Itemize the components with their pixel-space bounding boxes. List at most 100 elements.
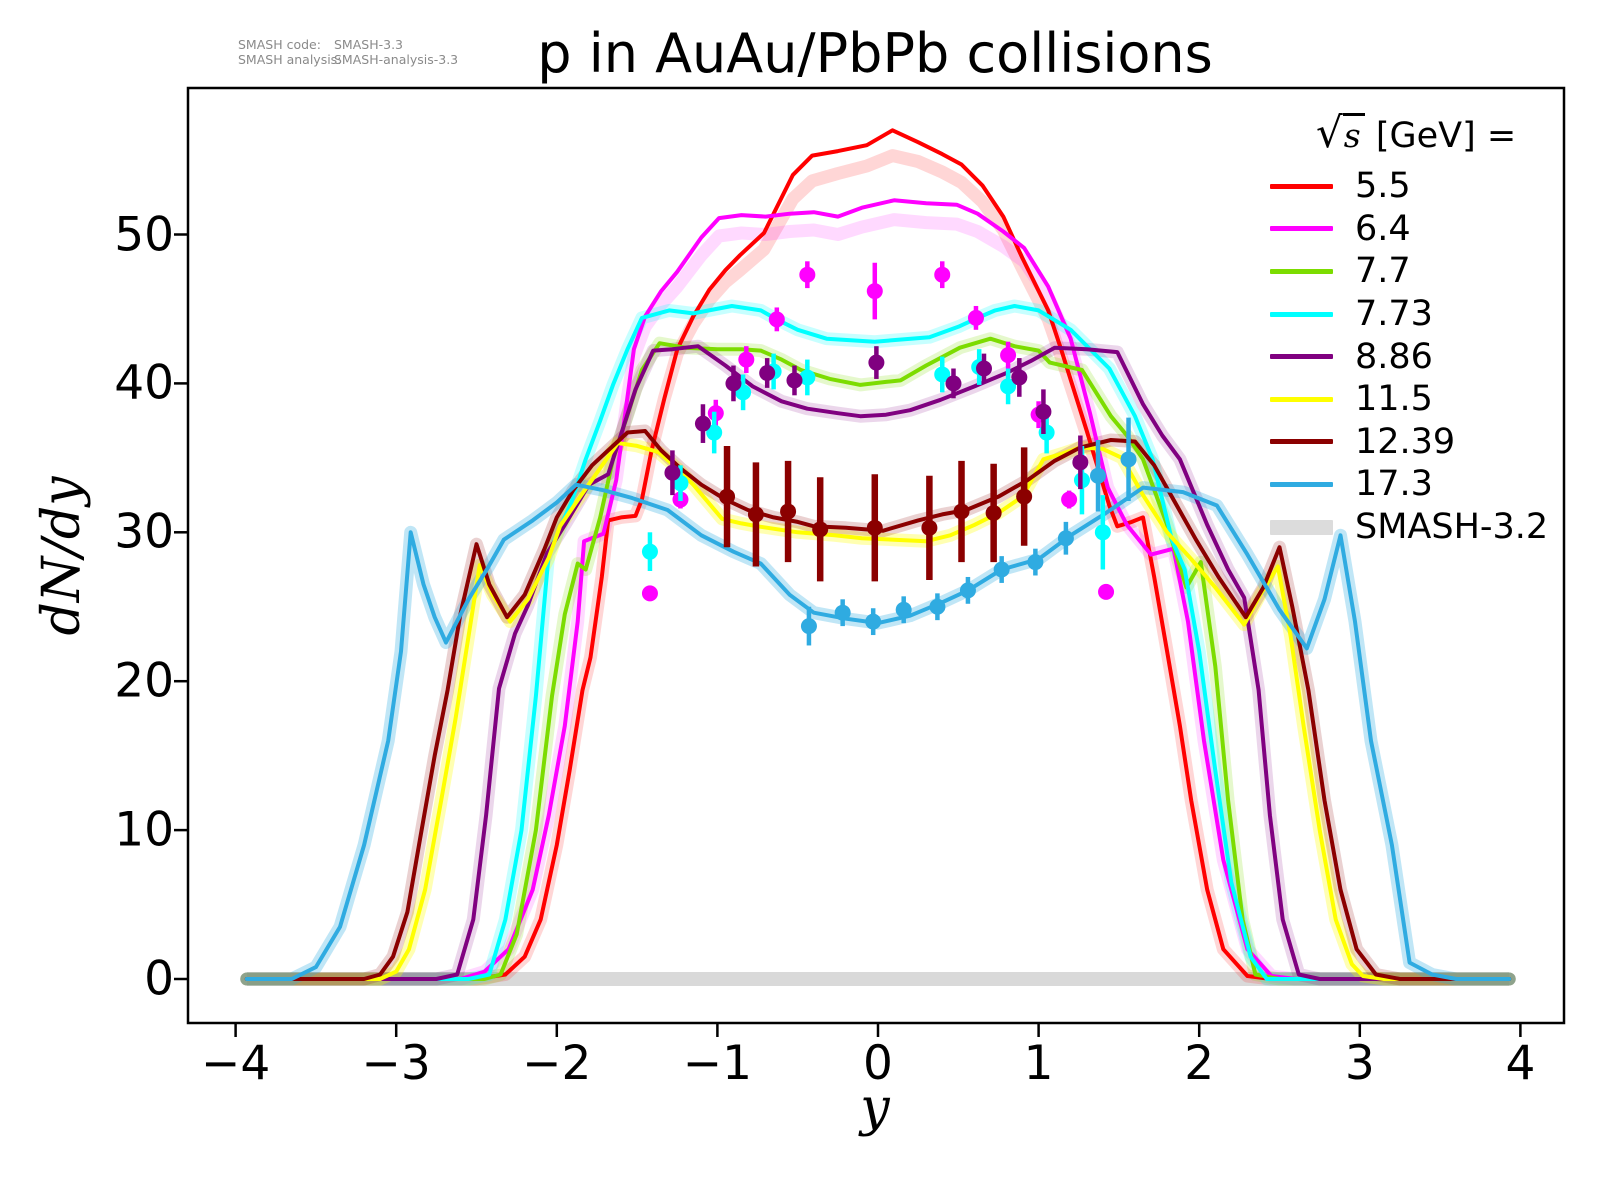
legend-entry-label: 5.5 <box>1355 166 1411 207</box>
annotation-row: SMASH analysis:SMASH-analysis-3.3 <box>238 51 459 68</box>
data-point <box>1035 403 1052 420</box>
scatter-data-17.3 <box>800 417 1137 646</box>
y-tick-label: 10 <box>114 802 174 858</box>
data-point <box>1016 488 1033 505</box>
data-point <box>1027 554 1044 571</box>
data-point <box>694 415 711 432</box>
annotation-key: SMASH analysis: <box>238 51 342 67</box>
legend-entry-label: 12.39 <box>1355 421 1456 462</box>
data-point <box>664 464 681 481</box>
data-point <box>786 372 803 389</box>
legend-entry-label: SMASH-3.2 <box>1355 507 1549 548</box>
y-tick-label: 0 <box>144 951 174 1007</box>
data-point <box>1061 491 1078 508</box>
x-tick-label: 3 <box>1344 1036 1375 1091</box>
scatter-data-7.73 <box>641 349 1111 572</box>
annotation-value: SMASH-analysis-3.3 <box>334 51 459 67</box>
x-tick-label: 1 <box>1023 1036 1054 1091</box>
data-point <box>865 613 882 630</box>
data-point <box>799 266 816 283</box>
legend-swatch-icon <box>1270 481 1333 487</box>
data-point <box>959 582 976 599</box>
curve-5.5 <box>244 128 1512 981</box>
data-point <box>1098 583 1115 600</box>
legend-entry-5.5: 5.5 <box>1270 165 1548 208</box>
annotation-row: SMASH code: SMASH-3.3 <box>238 37 458 53</box>
legend-entries: 5.5 6.4 7.7 7.73 8.86 11.5 12.39 17.3 SMASH-3.2 <box>1270 165 1548 548</box>
legend-entry-label: 11.5 <box>1355 379 1433 420</box>
data-point <box>768 311 785 328</box>
legend-swatch-icon <box>1270 354 1333 360</box>
x-tick-label: 2 <box>1184 1036 1215 1091</box>
data-point <box>967 309 984 326</box>
data-point <box>799 369 816 386</box>
data-point <box>934 366 951 383</box>
legend-entry-label: 6.4 <box>1355 208 1411 249</box>
data-point <box>800 618 817 635</box>
legend-entry-label: 7.73 <box>1355 294 1433 335</box>
curve-17.3 <box>244 482 1512 981</box>
legend-swatch-icon <box>1270 519 1333 535</box>
data-point <box>1057 530 1074 547</box>
scatter-data-8.86 <box>664 346 1089 496</box>
x-tick-label: −4 <box>200 1036 271 1091</box>
legend-entry-SMASH-3.2: SMASH-3.2 <box>1270 506 1548 549</box>
data-point <box>953 503 970 520</box>
data-point <box>1000 347 1017 364</box>
data-point <box>780 503 797 520</box>
sqrt-radical-symbol: √ <box>1316 108 1343 157</box>
data-point <box>759 364 776 381</box>
data-point <box>1072 454 1089 471</box>
data-point <box>725 375 742 392</box>
legend-entry-6.4: 6.4 <box>1270 208 1548 251</box>
legend: √s [GeV] = 5.5 6.4 7.7 7.73 8.86 11.5 12.39 17.… <box>1270 108 1548 548</box>
scatter-data-12.39 <box>719 445 1033 582</box>
x-tick-label: −2 <box>522 1036 592 1091</box>
y-tick-label: 40 <box>114 355 174 411</box>
y-tick-label: 50 <box>114 207 174 262</box>
legend-entry-label: 8.86 <box>1355 336 1433 377</box>
legend-entry-label: 17.3 <box>1355 464 1433 505</box>
annotation-key: SMASH code: <box>238 37 321 52</box>
data-point <box>706 424 723 441</box>
data-point <box>866 519 883 536</box>
legend-entry-11.5: 11.5 <box>1270 378 1548 421</box>
data-point <box>738 351 755 368</box>
x-tick-label: 4 <box>1505 1036 1536 1091</box>
data-point <box>1090 467 1107 484</box>
curve-8.86 <box>244 344 1512 981</box>
curve-6.4 <box>244 198 1512 981</box>
data-point <box>1011 369 1028 386</box>
data-point <box>868 354 885 371</box>
data-point <box>945 375 962 392</box>
chart-title: p in AuAu/PbPb collisions <box>537 22 1213 85</box>
smash-version-annotation: SMASH code: SMASH-3.3 SMASH analysis:SMAS… <box>238 37 459 68</box>
legend-title-units: [GeV] = <box>1364 116 1517 156</box>
legend-swatch-icon <box>1270 183 1333 189</box>
data-point <box>921 519 938 536</box>
legend-entry-12.39: 12.39 <box>1270 421 1548 464</box>
legend-entry-7.7: 7.7 <box>1270 250 1548 293</box>
data-point <box>641 585 658 602</box>
legend-entry-8.86: 8.86 <box>1270 335 1548 378</box>
legend-swatch-icon <box>1270 311 1333 317</box>
data-point <box>719 488 736 505</box>
legend-title: √s [GeV] = <box>1316 108 1548 157</box>
data-point <box>866 283 883 300</box>
legend-entry-17.3: 17.3 <box>1270 463 1548 506</box>
legend-swatch-icon <box>1270 396 1333 402</box>
data-point <box>747 506 764 523</box>
sqrt-radicand-s: s <box>1342 113 1365 155</box>
data-point <box>1000 378 1017 395</box>
data-point <box>641 543 658 560</box>
data-point <box>812 521 829 538</box>
axes-frame <box>186 86 1566 1025</box>
legend-swatch-icon <box>1270 268 1333 274</box>
data-point <box>934 266 951 283</box>
data-point <box>895 601 912 618</box>
x-tick-label: −1 <box>682 1036 753 1091</box>
y-tick-label: 20 <box>114 653 174 709</box>
data-point <box>975 360 992 377</box>
annotation-value: SMASH-3.3 <box>334 37 403 52</box>
